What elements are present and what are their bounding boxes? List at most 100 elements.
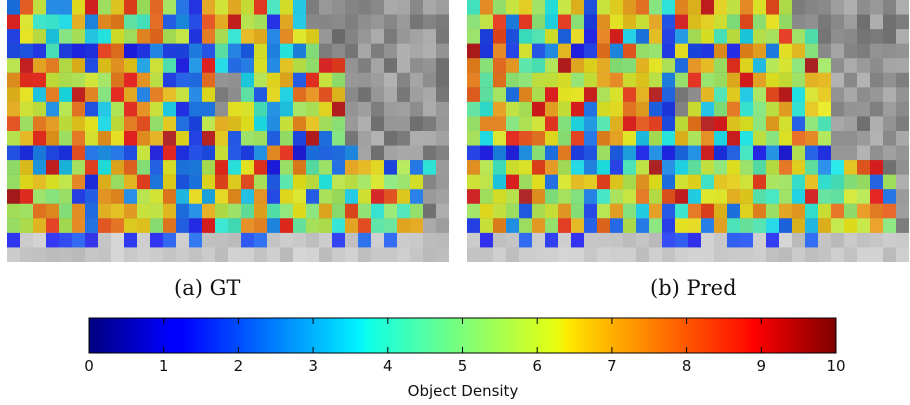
density-cell — [649, 87, 663, 103]
density-cell — [532, 72, 546, 88]
density-cell — [649, 189, 663, 205]
background-cell — [410, 29, 424, 45]
density-cell — [727, 116, 741, 132]
density-cell — [124, 43, 138, 59]
background-cell — [228, 87, 242, 103]
density-cell — [20, 145, 34, 161]
density-cell — [649, 58, 663, 74]
density-cell — [176, 203, 190, 219]
background-cell — [111, 247, 125, 262]
density-cell — [150, 87, 164, 103]
density-cell — [753, 203, 767, 219]
background-cell — [436, 203, 449, 219]
background-cell — [410, 87, 424, 103]
density-cell — [267, 174, 281, 190]
density-cell — [688, 29, 702, 45]
background-cell — [215, 247, 229, 262]
density-cell — [98, 0, 112, 16]
density-cell — [59, 43, 73, 59]
density-cell — [701, 145, 715, 161]
density-cell — [215, 14, 229, 30]
density-cell — [241, 101, 255, 118]
density-cell — [805, 160, 819, 176]
background-cell — [436, 218, 449, 234]
density-cell — [306, 116, 320, 132]
density-cell — [571, 72, 585, 88]
density-cell — [597, 87, 611, 103]
background-cell — [397, 131, 411, 147]
density-cell — [467, 203, 481, 219]
density-cell — [46, 87, 60, 103]
density-cell — [7, 232, 21, 249]
density-cell — [805, 203, 819, 219]
density-cell — [740, 160, 754, 176]
density-cell — [519, 203, 533, 219]
background-cell — [228, 232, 242, 249]
density-cell — [228, 58, 242, 74]
density-cell — [584, 189, 598, 205]
density-cell — [358, 189, 372, 205]
density-cell — [33, 101, 47, 118]
background-cell — [293, 232, 307, 249]
density-cell — [467, 116, 481, 132]
density-cell — [532, 58, 546, 74]
density-cell — [519, 189, 533, 205]
background-cell — [215, 232, 229, 249]
density-cell — [7, 29, 21, 45]
density-cell — [688, 0, 702, 16]
background-cell — [532, 247, 546, 262]
background-cell — [740, 247, 754, 262]
density-cell — [124, 203, 138, 219]
density-cell — [805, 101, 819, 118]
density-cell — [818, 203, 832, 219]
background-cell — [831, 29, 845, 45]
density-cell — [766, 160, 780, 176]
density-cell — [280, 58, 294, 74]
density-cell — [280, 218, 294, 234]
density-cell — [558, 72, 572, 88]
density-cell — [254, 29, 268, 45]
density-cell — [397, 189, 411, 205]
density-cell — [7, 58, 21, 74]
background-cell — [423, 174, 437, 190]
density-cell — [584, 218, 598, 234]
density-cell — [779, 29, 793, 45]
density-cell — [397, 203, 411, 219]
density-cell — [98, 131, 112, 147]
density-cell — [137, 14, 151, 30]
density-cell — [870, 218, 884, 234]
density-cell — [319, 203, 333, 219]
density-cell — [506, 14, 520, 30]
density-cell — [610, 160, 624, 176]
density-cell — [98, 87, 112, 103]
density-cell — [662, 0, 676, 16]
density-cell — [124, 189, 138, 205]
density-cell — [506, 58, 520, 74]
density-cell — [59, 145, 73, 161]
background-cell — [779, 232, 793, 249]
background-cell — [98, 247, 112, 262]
density-map-pred-svg — [467, 0, 909, 262]
background-cell — [857, 72, 871, 88]
density-cell — [584, 58, 598, 74]
density-cell — [7, 203, 21, 219]
density-cell — [636, 174, 650, 190]
density-cell — [124, 87, 138, 103]
density-cell — [688, 43, 702, 59]
density-cell — [111, 131, 125, 147]
background-cell — [410, 131, 424, 147]
background-cell — [371, 14, 385, 30]
density-cell — [189, 203, 203, 219]
background-cell — [493, 232, 507, 249]
density-cell — [506, 87, 520, 103]
density-cell — [176, 0, 190, 16]
density-cell — [46, 131, 60, 147]
background-cell — [831, 43, 845, 59]
background-cell — [371, 43, 385, 59]
density-cell — [7, 218, 21, 234]
density-cell — [740, 0, 754, 16]
density-map-pred — [467, 0, 909, 262]
density-cell — [675, 14, 689, 30]
density-cell — [493, 87, 507, 103]
colorbar-tick-label: 5 — [458, 357, 468, 375]
